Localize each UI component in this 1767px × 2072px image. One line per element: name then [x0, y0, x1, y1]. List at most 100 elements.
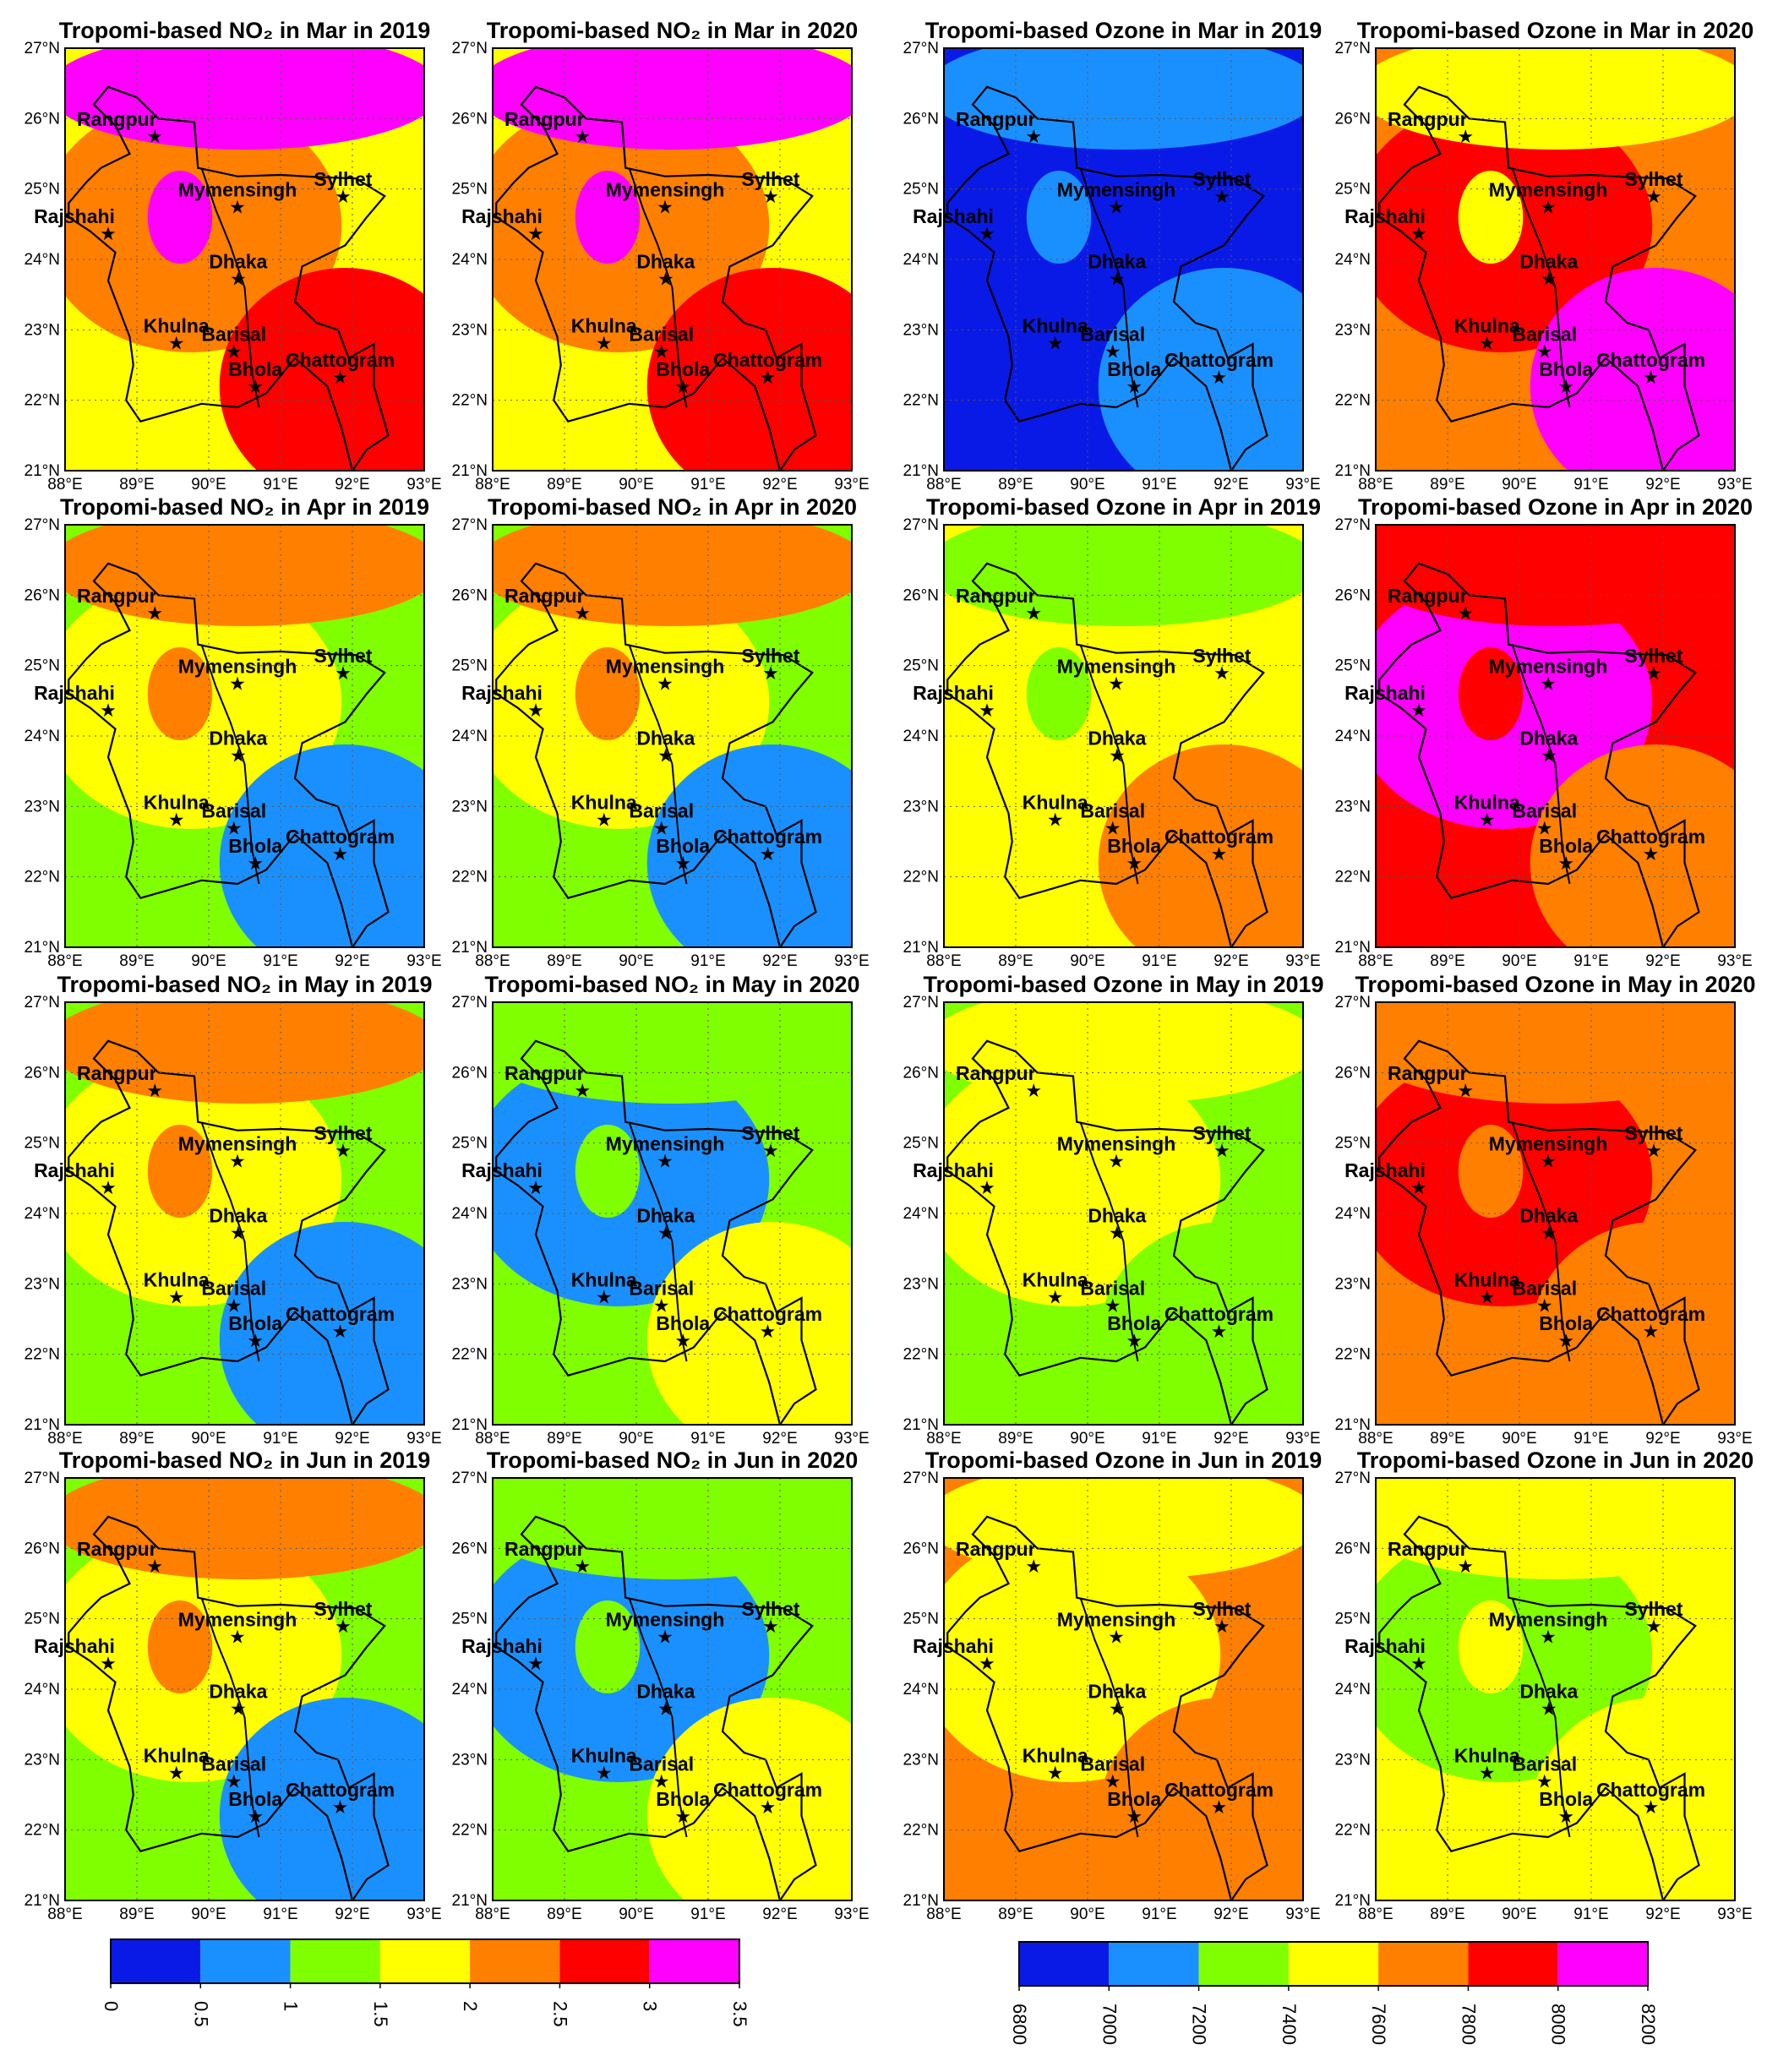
lat-tick-label: 22°N: [903, 869, 939, 886]
lat-tick-label: 22°N: [903, 1822, 939, 1840]
city-label: Bhola: [228, 1788, 282, 1810]
panel-title: Tropomi-based NO₂ in Jun in 2020: [487, 1448, 859, 1473]
city-label: Chattogram: [1164, 349, 1273, 371]
city-star-marker: ★: [1479, 1286, 1496, 1307]
city-star-marker: ★: [332, 843, 349, 864]
field-band: [646, 1222, 852, 1425]
city-star-marker: ★: [335, 1140, 352, 1161]
city-star-marker: ★: [1541, 1698, 1557, 1720]
city-label: Khulna: [571, 314, 637, 336]
colorbar-tick-label: 2: [460, 2001, 481, 2011]
river-line: [1079, 1597, 1139, 1838]
lon-tick-label: 88°E: [1358, 476, 1393, 493]
city-label: Khulna: [144, 314, 210, 336]
panel-title: Tropomi-based Ozone in Mar in 2020: [1357, 18, 1754, 43]
lon-tick-label: 93°E: [834, 1906, 869, 1923]
lat-tick-label: 25°N: [1335, 657, 1371, 675]
lat-tick-label: 22°N: [25, 1346, 60, 1364]
lon-tick-label: 93°E: [1717, 1430, 1752, 1448]
colorbar-segment: [379, 1939, 471, 1983]
city-star-marker: ★: [1645, 662, 1662, 684]
bangladesh-border: [1378, 1515, 1700, 1900]
city-star-marker: ★: [1104, 1295, 1121, 1316]
lat-tick-label: 27°N: [903, 40, 939, 57]
lat-tick-label: 25°N: [1335, 1135, 1371, 1153]
city-label: Sylhet: [314, 168, 372, 190]
lat-tick-label: 22°N: [452, 869, 488, 886]
lat-tick-label: 27°N: [1335, 516, 1371, 534]
map-panel-ozone-mar-2020: Tropomi-based Ozone in Mar in 2020 88°E 89…: [1335, 18, 1754, 493]
lon-tick-label: 89°E: [998, 1906, 1033, 1923]
lat-tick-label: 26°N: [903, 586, 939, 604]
city-star-marker: ★: [657, 673, 674, 695]
lat-tick-label: 23°N: [903, 321, 939, 339]
field-band: [493, 1478, 852, 1579]
river-line: [628, 167, 688, 408]
city-star-marker: ★: [762, 662, 779, 684]
lon-tick-label: 90°E: [619, 952, 653, 970]
city-star-marker: ★: [100, 223, 117, 244]
city-star-marker: ★: [1211, 1797, 1228, 1818]
city-star-marker: ★: [1643, 1797, 1660, 1818]
city-label: Barisal: [1080, 323, 1145, 345]
map-panel-ozone-may-2020: Tropomi-based Ozone in May in 2020 88°E 89…: [1335, 972, 1756, 1448]
lon-tick-label: 89°E: [1430, 476, 1464, 493]
river-line: [1079, 167, 1139, 408]
city-label: Bhola: [1539, 1788, 1593, 1810]
city-label: Barisal: [1512, 1277, 1577, 1299]
map-frame: [943, 524, 1304, 948]
lat-tick-label: 21°N: [452, 939, 488, 957]
colorbar-tick-label: 2.5: [549, 2001, 570, 2027]
city-star-marker: ★: [979, 1653, 995, 1674]
lat-tick-label: 22°N: [1335, 1346, 1371, 1364]
lat-tick-label: 22°N: [452, 1822, 488, 1840]
city-star-marker: ★: [1108, 1151, 1125, 1172]
lon-tick-label: 90°E: [1070, 952, 1104, 970]
city-label: Mymensingh: [1489, 179, 1608, 201]
lat-tick-label: 27°N: [903, 516, 939, 534]
city-label: Sylhet: [314, 645, 372, 667]
lon-tick-label: 92°E: [335, 1430, 369, 1448]
lon-tick-label: 91°E: [690, 1430, 725, 1448]
bangladesh-border: [1378, 85, 1700, 471]
map-panel-ozone-jun-2020: Tropomi-based Ozone in Jun in 2020 88°E 89…: [1335, 1448, 1754, 1923]
lat-tick-label: 24°N: [1335, 1681, 1371, 1698]
lat-tick-label: 22°N: [452, 1346, 488, 1364]
city-label: Khulna: [1023, 314, 1088, 336]
city-star-marker: ★: [762, 186, 779, 207]
city-star-marker: ★: [146, 126, 163, 147]
panel-title: Tropomi-based NO₂ in May in 2019: [57, 972, 432, 997]
colorbar-segment: [559, 1939, 650, 1983]
lon-tick-label: 90°E: [1502, 952, 1536, 970]
lat-tick-label: 26°N: [25, 1064, 60, 1082]
lat-tick-label: 26°N: [25, 586, 60, 604]
city-label: Chattogram: [286, 1303, 395, 1325]
field-hotspot: [575, 647, 641, 740]
lon-tick-label: 92°E: [1645, 952, 1680, 970]
colorbar-tick-label: 7400: [1279, 2004, 1300, 2045]
lat-tick-label: 26°N: [1335, 1064, 1371, 1082]
city-star-marker: ★: [1457, 1080, 1474, 1101]
city-star-marker: ★: [1108, 673, 1125, 695]
lat-tick-label: 23°N: [452, 798, 488, 815]
city-star-marker: ★: [527, 700, 544, 721]
city-star-marker: ★: [1104, 817, 1121, 838]
field-band: [219, 268, 424, 471]
city-star-marker: ★: [657, 1151, 674, 1172]
city-label: Sylhet: [1192, 168, 1251, 190]
river-line: [1511, 644, 1571, 885]
bangladesh-border: [946, 1039, 1268, 1425]
lat-tick-label: 24°N: [1335, 728, 1371, 745]
map-frame: [64, 47, 425, 472]
lon-tick-label: 88°E: [926, 1430, 961, 1448]
city-star-marker: ★: [1643, 843, 1660, 864]
lon-tick-label: 90°E: [191, 476, 226, 493]
lat-tick-label: 21°N: [1335, 939, 1371, 957]
city-star-marker: ★: [1126, 376, 1143, 397]
lon-tick-label: 88°E: [47, 1906, 82, 1923]
city-star-marker: ★: [335, 186, 352, 207]
city-label: Sylhet: [1624, 1598, 1682, 1620]
field-band: [646, 1698, 852, 1900]
city-label: Rajshahi: [1344, 1635, 1426, 1657]
lat-tick-label: 27°N: [903, 994, 939, 1011]
